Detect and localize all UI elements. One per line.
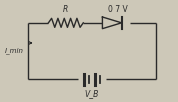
Text: V_B: V_B [85, 89, 99, 98]
Text: 0 7 V: 0 7 V [108, 5, 128, 14]
Text: I_min: I_min [5, 48, 24, 54]
Text: R: R [63, 5, 69, 14]
